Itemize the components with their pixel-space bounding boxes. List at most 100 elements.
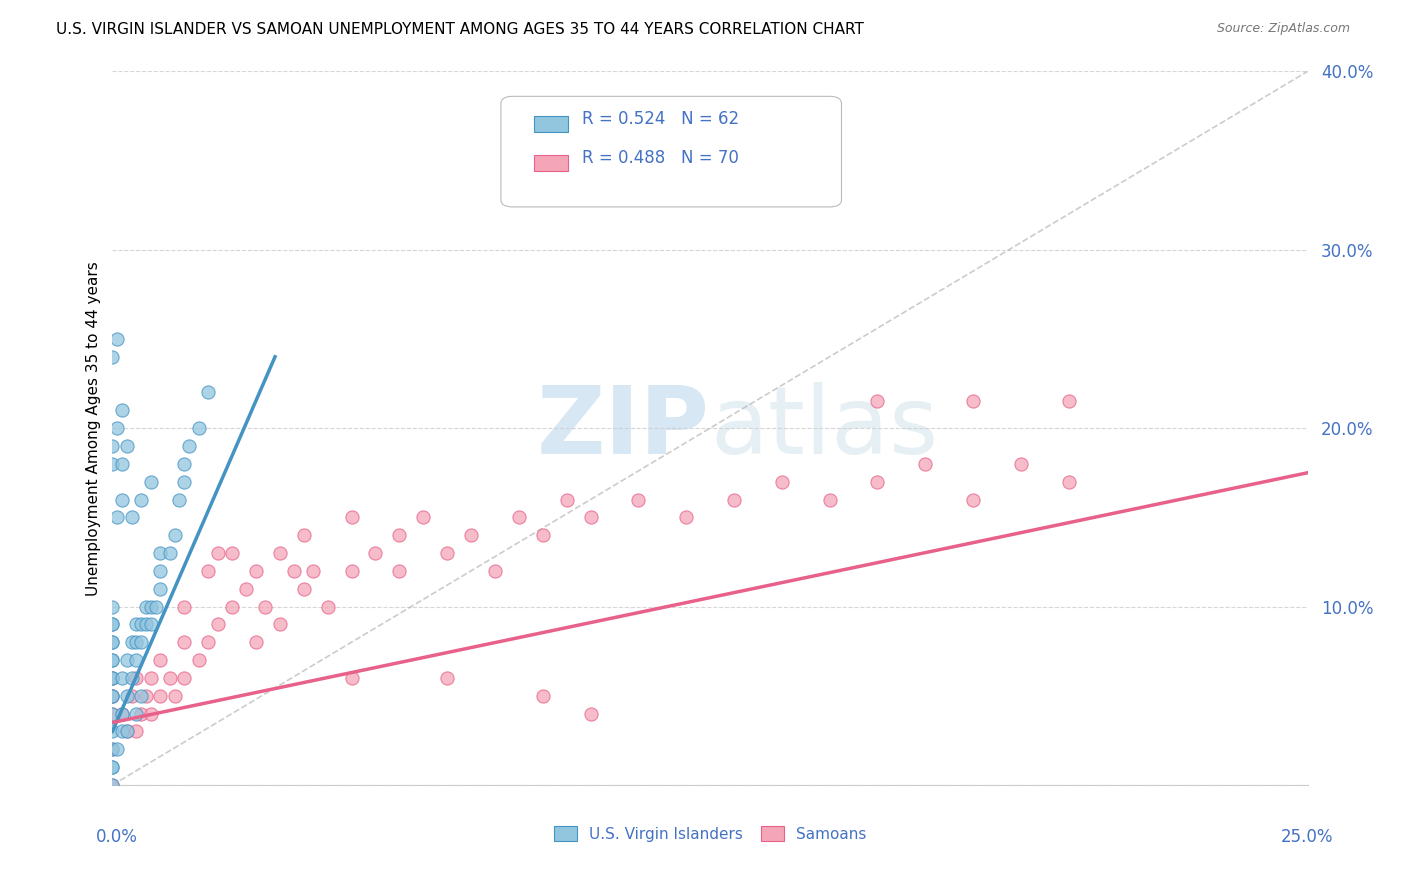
Point xyxy=(111,671,134,685)
Point xyxy=(115,689,138,703)
Point xyxy=(101,689,124,703)
Point xyxy=(101,778,124,792)
Point xyxy=(101,671,124,685)
Point xyxy=(579,510,602,524)
Point xyxy=(962,492,984,507)
Point xyxy=(245,564,267,578)
Point xyxy=(159,671,181,685)
Text: U.S. VIRGIN ISLANDER VS SAMOAN UNEMPLOYMENT AMONG AGES 35 TO 44 YEARS CORRELATIO: U.S. VIRGIN ISLANDER VS SAMOAN UNEMPLOYM… xyxy=(56,22,865,37)
Point xyxy=(101,706,124,721)
Text: atlas: atlas xyxy=(710,382,938,475)
Point xyxy=(145,599,167,614)
Point xyxy=(149,582,172,596)
Point xyxy=(770,475,793,489)
Point xyxy=(101,760,124,774)
Point xyxy=(579,706,602,721)
Point xyxy=(139,706,162,721)
Point xyxy=(125,617,148,632)
Point xyxy=(235,582,257,596)
Point xyxy=(1057,394,1080,409)
Point xyxy=(101,635,124,649)
Point xyxy=(101,689,124,703)
Point xyxy=(555,492,578,507)
Point xyxy=(173,475,195,489)
Point xyxy=(177,439,200,453)
Point xyxy=(101,689,124,703)
Point xyxy=(129,635,152,649)
Point xyxy=(125,706,148,721)
Point xyxy=(962,394,984,409)
Point xyxy=(129,689,152,703)
Point xyxy=(388,564,411,578)
Point xyxy=(169,492,191,507)
Point xyxy=(149,564,172,578)
Point xyxy=(101,706,124,721)
Point xyxy=(125,653,148,667)
Point xyxy=(115,439,138,453)
Point xyxy=(187,653,209,667)
Point xyxy=(163,689,186,703)
Point xyxy=(723,492,745,507)
FancyBboxPatch shape xyxy=(501,96,842,207)
Point xyxy=(101,760,124,774)
Point xyxy=(135,599,157,614)
Point xyxy=(1010,457,1032,471)
Point xyxy=(101,653,124,667)
Text: 25.0%: 25.0% xyxy=(1281,828,1333,846)
Point xyxy=(139,475,162,489)
Point xyxy=(121,671,143,685)
Point xyxy=(173,671,195,685)
Point xyxy=(101,671,124,685)
Point xyxy=(101,439,124,453)
Point xyxy=(340,510,363,524)
Text: ZIP: ZIP xyxy=(537,382,710,475)
Text: R = 0.524   N = 62: R = 0.524 N = 62 xyxy=(582,111,740,128)
Point xyxy=(269,546,291,560)
Point xyxy=(111,706,134,721)
Point xyxy=(818,492,841,507)
Point xyxy=(129,617,152,632)
Point xyxy=(139,599,162,614)
Point xyxy=(675,510,697,524)
Point xyxy=(139,671,162,685)
Point xyxy=(221,599,243,614)
Point xyxy=(207,617,229,632)
Point xyxy=(207,546,229,560)
Y-axis label: Unemployment Among Ages 35 to 44 years: Unemployment Among Ages 35 to 44 years xyxy=(86,260,101,596)
Point xyxy=(125,671,148,685)
Point xyxy=(101,617,124,632)
Point xyxy=(531,528,554,542)
Legend: U.S. Virgin Islanders, Samoans: U.S. Virgin Islanders, Samoans xyxy=(554,826,866,841)
Point xyxy=(866,475,889,489)
Point xyxy=(105,510,128,524)
FancyBboxPatch shape xyxy=(534,155,568,171)
Point xyxy=(302,564,325,578)
Point xyxy=(340,564,363,578)
Point xyxy=(173,457,195,471)
Point xyxy=(292,528,315,542)
Point xyxy=(111,457,134,471)
Point xyxy=(101,671,124,685)
Point xyxy=(269,617,291,632)
Point xyxy=(105,421,128,435)
Text: R = 0.488   N = 70: R = 0.488 N = 70 xyxy=(582,150,740,168)
Point xyxy=(508,510,530,524)
Point xyxy=(197,635,219,649)
Point xyxy=(139,617,162,632)
Point xyxy=(627,492,650,507)
Point xyxy=(412,510,434,524)
Point xyxy=(163,528,186,542)
Point xyxy=(111,492,134,507)
Point xyxy=(121,689,143,703)
Point xyxy=(436,546,458,560)
Point xyxy=(149,546,172,560)
Point xyxy=(121,510,143,524)
Point xyxy=(115,653,138,667)
Point xyxy=(101,617,124,632)
Point xyxy=(101,724,124,739)
Point xyxy=(101,350,124,364)
Point xyxy=(125,635,148,649)
FancyBboxPatch shape xyxy=(534,116,568,132)
Point xyxy=(340,671,363,685)
Point xyxy=(173,635,195,649)
